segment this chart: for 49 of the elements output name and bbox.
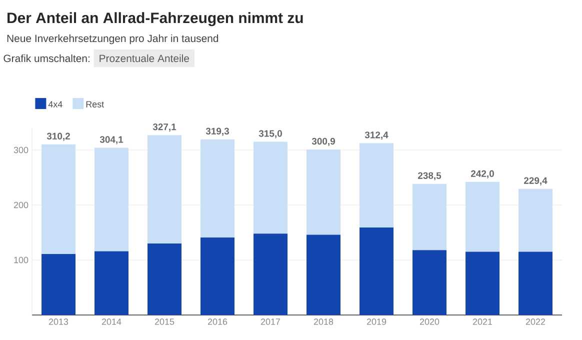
- bar: [42, 144, 76, 254]
- chart-subtitle: Neue Inverkehrsetzungen pro Jahr in tausend: [7, 34, 218, 44]
- bar: [466, 252, 500, 315]
- total-label: 315,0: [258, 130, 282, 138]
- x-tick-label: 2018: [314, 318, 334, 325]
- bar: [518, 252, 553, 315]
- x-tick-label: 2015: [154, 318, 174, 325]
- x-tick-label: 2020: [420, 318, 440, 325]
- x-tick-label: 2013: [48, 318, 68, 325]
- bar: [148, 244, 182, 315]
- x-tick-label: 2014: [102, 318, 122, 325]
- total-label: 242,0: [470, 170, 494, 178]
- bar: [306, 150, 341, 235]
- bar: [412, 250, 447, 315]
- y-tick-label: 100: [14, 256, 28, 264]
- total-label: 238,5: [418, 172, 442, 180]
- bar: [466, 182, 500, 252]
- bar: [360, 228, 394, 315]
- bar: [42, 254, 76, 315]
- y-tick-label: 200: [14, 202, 28, 208]
- legend-label: Rest: [86, 101, 104, 108]
- bar: [518, 188, 553, 252]
- x-tick-label: 2016: [208, 318, 228, 325]
- bar: [254, 234, 288, 315]
- x-tick-label: 2022: [526, 318, 546, 325]
- bar: [254, 142, 288, 234]
- total-label: 327,1: [152, 124, 176, 132]
- text: Prozentuale Anteile: [100, 54, 190, 62]
- x-tick-label: 2021: [472, 318, 492, 325]
- bar: [200, 237, 235, 315]
- legend-label: 4x4: [48, 101, 62, 108]
- total-label: 229,4: [524, 177, 548, 186]
- chart-title: Der Anteil an Allrad-Fahrzeugen nimmt zu: [8, 12, 303, 26]
- bar: [412, 184, 447, 250]
- y-tick-label: 300: [14, 146, 28, 154]
- bar: [94, 251, 129, 315]
- bar: [148, 135, 182, 244]
- bar: [360, 143, 394, 228]
- total-label: 300,9: [312, 138, 336, 146]
- bar: [94, 148, 129, 252]
- bar: [306, 234, 341, 315]
- text: Grafik umschalten:: [4, 54, 90, 62]
- x-tick-label: 2017: [260, 318, 280, 325]
- total-label: 310,2: [46, 132, 70, 141]
- x-tick-label: 2019: [366, 318, 386, 325]
- total-label: 312,4: [364, 132, 388, 140]
- bar: [200, 139, 235, 238]
- total-label: 304,1: [100, 136, 124, 144]
- total-label: 319,3: [206, 128, 230, 136]
